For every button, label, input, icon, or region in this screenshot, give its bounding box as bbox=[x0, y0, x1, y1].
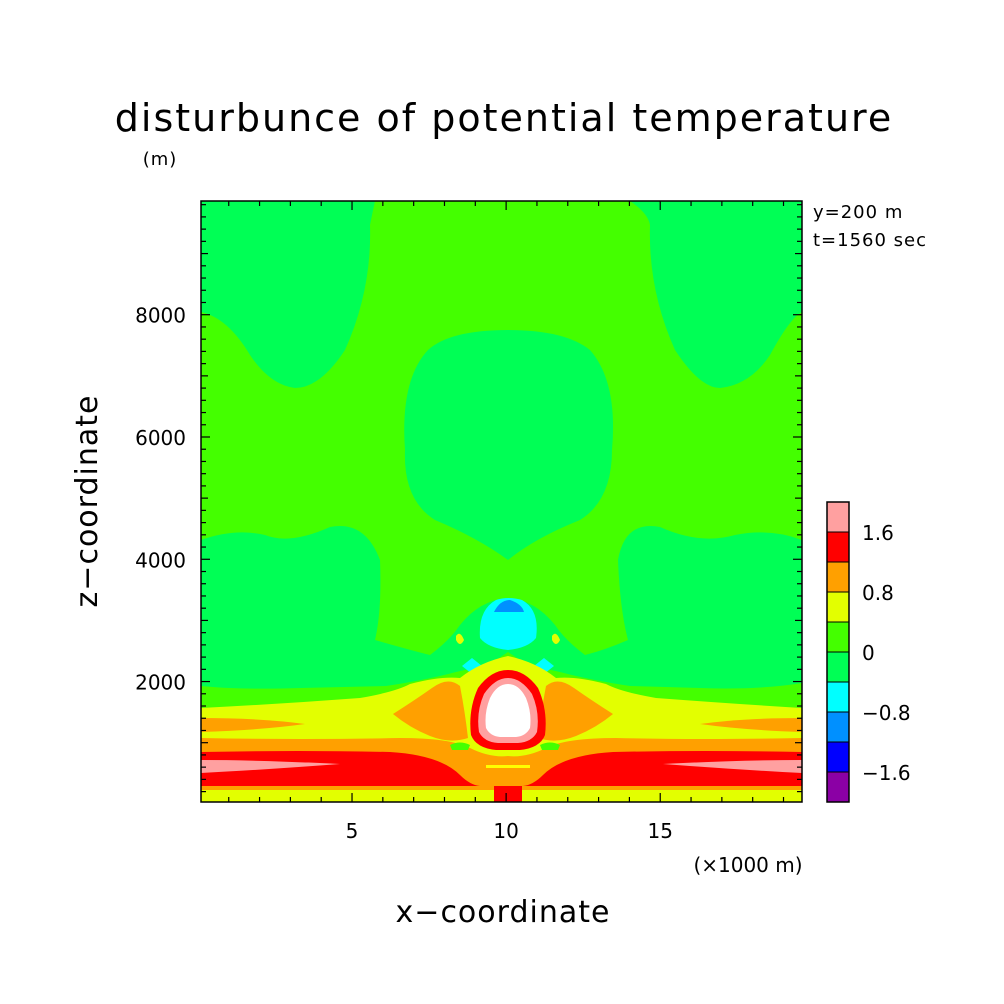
colorbar-label: −1.6 bbox=[862, 761, 911, 785]
contour-surface-red-left bbox=[201, 751, 480, 786]
contour-surface-pink-right bbox=[663, 760, 802, 773]
y-tick-label: 4000 bbox=[135, 548, 186, 572]
chart-title: disturbunce of potential temperature bbox=[115, 96, 893, 140]
contour-bubble-core bbox=[485, 684, 531, 737]
contour-upper-left-lobe bbox=[201, 201, 375, 388]
plot-frame bbox=[200, 200, 803, 803]
colorbar-swatch bbox=[826, 711, 850, 743]
contour-central-dome bbox=[404, 330, 614, 560]
annotation-y: y=200 m bbox=[813, 202, 903, 223]
contour-orange-layer-right bbox=[700, 718, 802, 732]
contour-field bbox=[201, 201, 802, 802]
contour-bubble-ring-left bbox=[456, 633, 464, 644]
contour-bubble-ring-right bbox=[552, 633, 560, 644]
contour-thin-line bbox=[486, 765, 530, 768]
x-axis-label: x−coordinate bbox=[396, 895, 611, 930]
annotation-t: t=1560 sec bbox=[813, 230, 927, 251]
colorbar-label: −0.8 bbox=[862, 701, 911, 725]
colorbar-swatch bbox=[826, 621, 850, 653]
colorbar-swatch bbox=[826, 561, 850, 593]
y-axis-label: z−coordinate bbox=[70, 395, 105, 608]
colorbar-label: 0 bbox=[862, 641, 875, 665]
colorbar-swatch bbox=[826, 741, 850, 773]
x-tick-label: 5 bbox=[346, 819, 359, 843]
contour-upper-right-lobe bbox=[630, 201, 802, 388]
axis-ticks bbox=[201, 201, 802, 802]
y-tick-label: 2000 bbox=[135, 671, 186, 695]
axis-tick-labels: 5 10 15 2000 4000 6000 8000 bbox=[135, 304, 673, 843]
contour-orange-right-wing bbox=[538, 681, 613, 741]
contour-orange-left-wing bbox=[393, 681, 468, 741]
contour-orange-layer-left bbox=[201, 718, 305, 732]
contour-small-green-right bbox=[540, 742, 560, 750]
colorbar-swatch bbox=[826, 681, 850, 713]
x-unit-note: (×1000 m) bbox=[693, 853, 802, 877]
colorbar-swatch bbox=[826, 501, 850, 533]
colorbar-label: 0.8 bbox=[862, 581, 894, 605]
colorbar-swatch bbox=[826, 531, 850, 563]
colorbar-swatch bbox=[826, 591, 850, 623]
y-tick-label: 6000 bbox=[135, 426, 186, 450]
x-tick-label: 15 bbox=[647, 819, 672, 843]
contour-small-green-left bbox=[450, 742, 470, 750]
colorbar-swatch bbox=[826, 771, 850, 803]
contour-cap-core bbox=[494, 600, 524, 612]
contour-surface-red-right bbox=[523, 751, 802, 786]
y-unit-label: (m) bbox=[143, 149, 178, 170]
y-tick-label: 8000 bbox=[135, 304, 186, 328]
contour-surface-pink-left bbox=[201, 760, 340, 773]
colorbar-swatch bbox=[826, 651, 850, 683]
colorbar-label: 1.6 bbox=[862, 521, 894, 545]
x-tick-label: 10 bbox=[493, 819, 518, 843]
contour-surface-red-center bbox=[494, 786, 522, 802]
colorbar: −1.6 −0.8 0 0.8 1.6 bbox=[826, 501, 911, 803]
colorbar-frame bbox=[826, 501, 850, 803]
